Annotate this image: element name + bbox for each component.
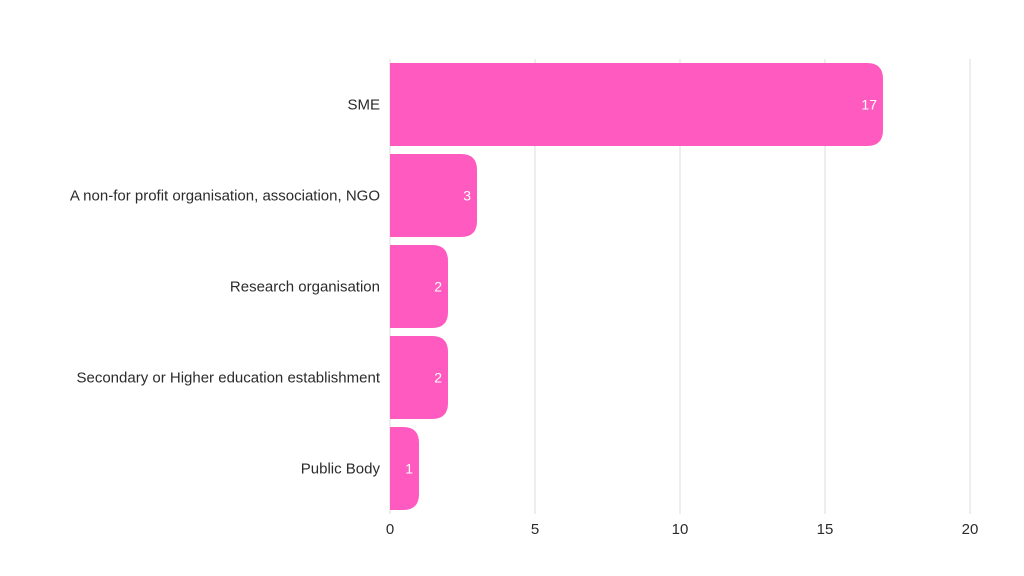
bar-1 bbox=[390, 63, 883, 146]
x-tick-label: 0 bbox=[386, 521, 394, 538]
category-label: Public Body bbox=[301, 461, 381, 478]
bar-3 bbox=[390, 245, 448, 328]
bar-2 bbox=[390, 154, 477, 237]
x-tick-label: 5 bbox=[531, 521, 539, 538]
category-labels: SME A non-for profit organisation, associ… bbox=[70, 97, 381, 478]
bars: 17 3 2 2 1 bbox=[390, 63, 883, 510]
category-label: Research organisation bbox=[230, 279, 380, 296]
bar-value-label: 1 bbox=[405, 461, 413, 477]
bar-4 bbox=[390, 336, 448, 419]
bar-value-label: 2 bbox=[434, 370, 442, 386]
x-tick-label: 10 bbox=[672, 521, 689, 538]
x-tick-label: 20 bbox=[962, 521, 979, 538]
x-axis-ticks: 0 5 10 15 20 bbox=[386, 521, 979, 538]
category-label: A non-for profit organisation, associati… bbox=[70, 188, 380, 205]
x-tick-label: 15 bbox=[817, 521, 834, 538]
bar-value-label: 3 bbox=[463, 188, 471, 204]
bar-5 bbox=[390, 427, 419, 510]
category-label: SME bbox=[347, 97, 380, 114]
bar-value-label: 2 bbox=[434, 279, 442, 295]
category-label: Secondary or Higher education establishm… bbox=[76, 370, 380, 387]
bar-value-label: 17 bbox=[861, 97, 877, 113]
